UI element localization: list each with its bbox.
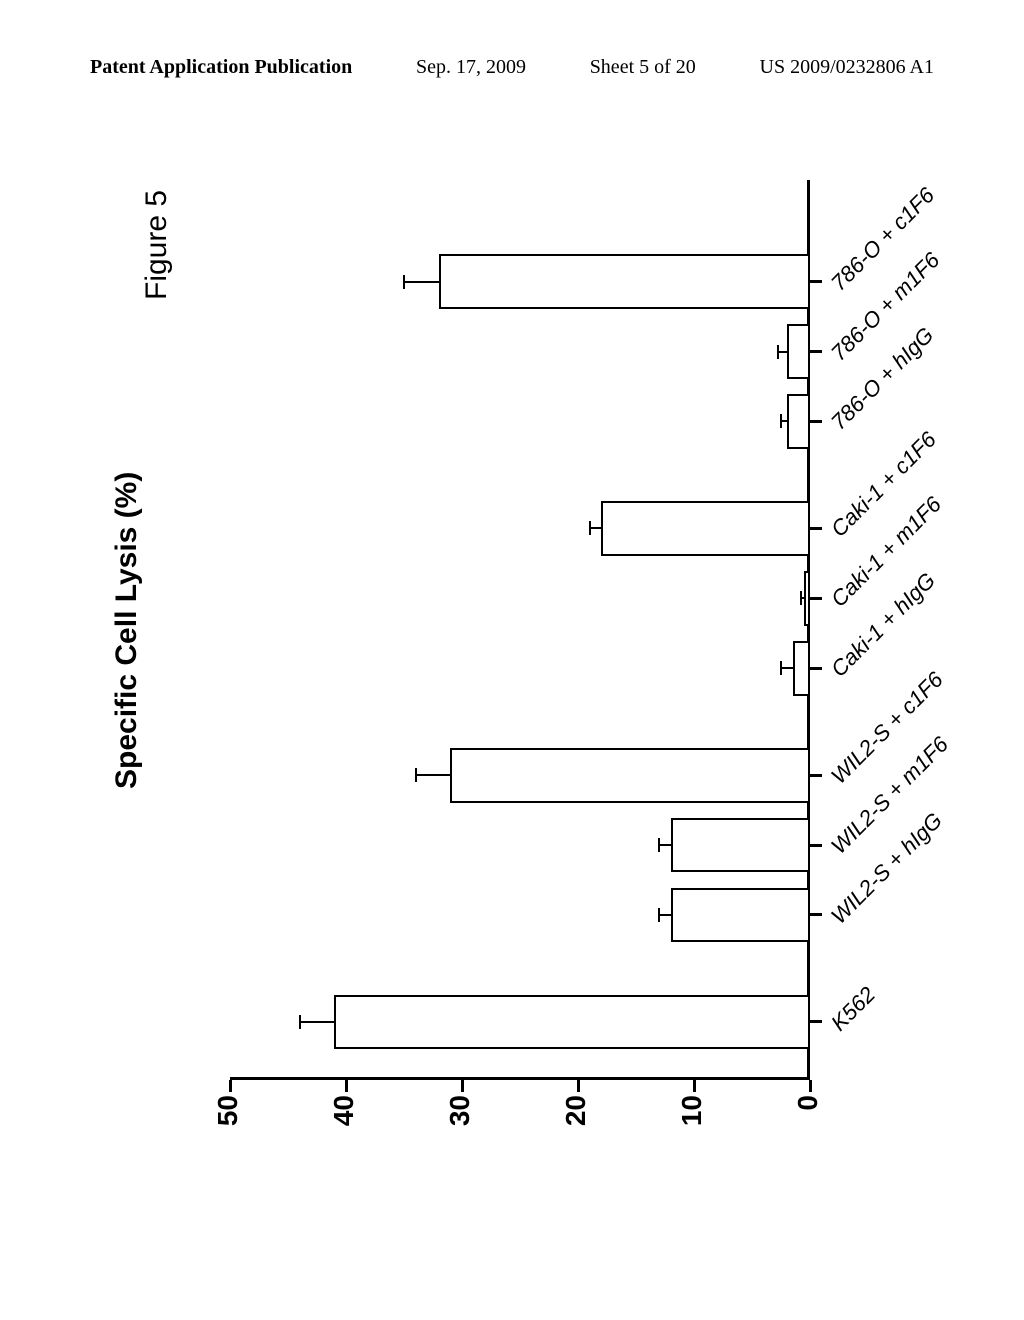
category-tick [810, 280, 822, 283]
error-bar [659, 844, 671, 846]
category-tick [810, 913, 822, 916]
value-tick-label: 10 [676, 1095, 708, 1135]
page-header: Patent Application Publication Sep. 17, … [0, 56, 1024, 79]
value-tick [809, 1080, 812, 1092]
category-label: K562 [826, 982, 881, 1037]
bar [787, 324, 810, 379]
category-tick [810, 844, 822, 847]
error-cap [780, 661, 782, 675]
bar [787, 394, 810, 449]
cell-lysis-chart: Specific Cell Lysis (%) 01020304050K562W… [190, 180, 830, 1080]
bar [793, 641, 810, 696]
document-number: US 2009/0232806 A1 [760, 56, 934, 79]
error-cap [299, 1015, 301, 1029]
error-cap [415, 768, 417, 782]
bar [671, 888, 810, 943]
category-tick [810, 1020, 822, 1023]
value-tick [229, 1080, 232, 1092]
error-bar [300, 1021, 335, 1023]
category-tick [810, 667, 822, 670]
value-tick [461, 1080, 464, 1092]
axis-frame [230, 180, 810, 1080]
value-tick-label: 0 [792, 1095, 824, 1135]
value-tick-label: 50 [212, 1095, 244, 1135]
category-tick [810, 527, 822, 530]
sheet-number: Sheet 5 of 20 [590, 56, 696, 79]
category-tick [810, 597, 822, 600]
value-tick-label: 30 [444, 1095, 476, 1135]
figure-label: Figure 5 [140, 190, 174, 300]
error-bar [778, 351, 787, 353]
error-cap [780, 414, 782, 428]
bar [601, 501, 810, 556]
value-tick-label: 40 [328, 1095, 360, 1135]
error-cap [403, 275, 405, 289]
publication-date: Sep. 17, 2009 [416, 56, 526, 79]
bar [671, 818, 810, 873]
plot-area: 01020304050K562WIL2-S + hIgGWIL2-S + m1F… [230, 180, 810, 1080]
error-bar [659, 914, 671, 916]
category-tick [810, 420, 822, 423]
bar [439, 254, 810, 309]
error-cap [800, 591, 802, 605]
bar [334, 995, 810, 1050]
category-tick [810, 774, 822, 777]
rotated-chart-inner: 01020304050K562WIL2-S + hIgGWIL2-S + m1F… [230, 180, 810, 1080]
error-cap [777, 345, 779, 359]
error-cap [658, 838, 660, 852]
publication-label: Patent Application Publication [90, 56, 352, 79]
bar [450, 748, 810, 803]
error-bar [404, 281, 439, 283]
value-tick [693, 1080, 696, 1092]
value-tick [577, 1080, 580, 1092]
error-cap [658, 908, 660, 922]
value-tick-label: 20 [560, 1095, 592, 1135]
error-bar [590, 527, 602, 529]
value-tick [345, 1080, 348, 1092]
category-tick [810, 350, 822, 353]
error-cap [589, 521, 591, 535]
error-bar [416, 774, 451, 776]
error-bar [781, 667, 793, 669]
y-axis-title: Specific Cell Lysis (%) [110, 180, 144, 1080]
